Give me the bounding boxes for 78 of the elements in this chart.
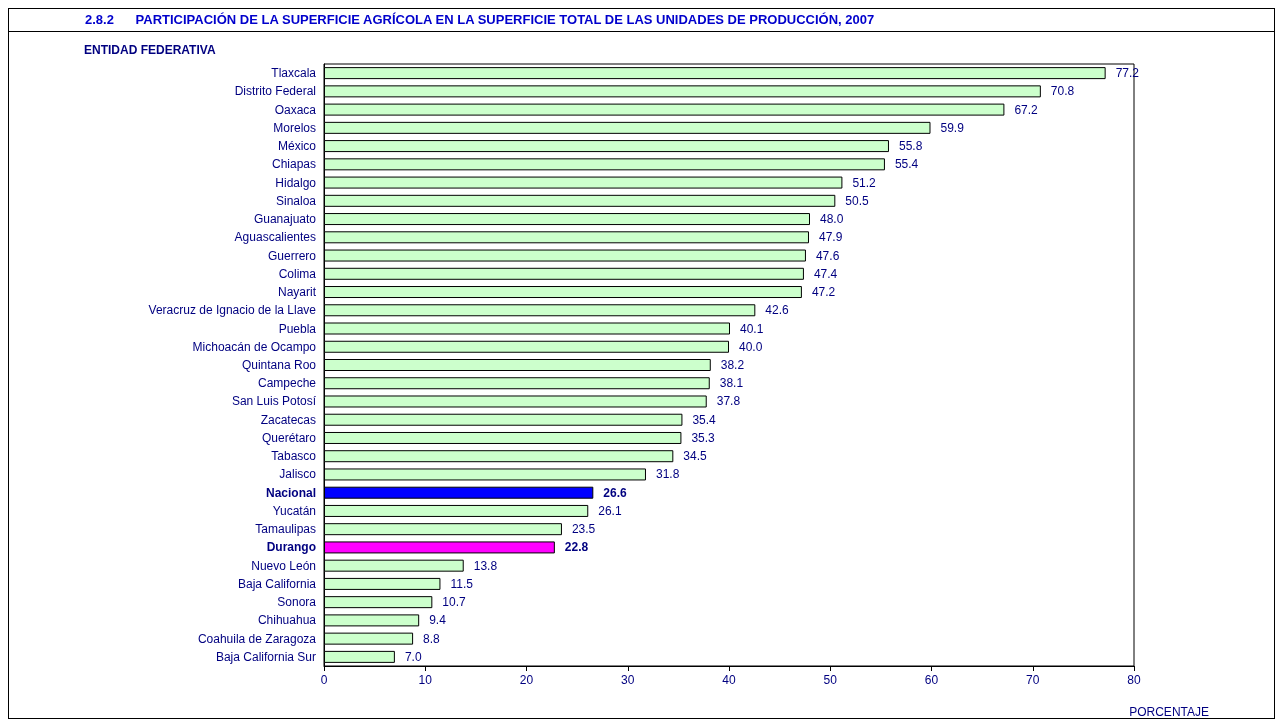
y-tick-label: Zacatecas <box>260 412 316 427</box>
data-label: 26.1 <box>598 503 622 518</box>
y-tick-label: Sinaloa <box>275 193 317 208</box>
y-tick-label: Jalisco <box>279 467 317 482</box>
data-label: 37.8 <box>716 394 741 409</box>
y-axis-title: ENTIDAD FEDERATIVA <box>84 43 216 57</box>
x-tick-label: 20 <box>519 673 534 687</box>
data-label: 13.8 <box>473 558 498 573</box>
data-label: 77.2 <box>1115 66 1140 81</box>
y-tick-label: Durango <box>266 540 316 555</box>
y-tick-label: Hidalgo <box>275 175 317 190</box>
data-label: 48.0 <box>820 212 844 227</box>
data-label: 7.0 <box>404 649 422 664</box>
y-tick-label: Nuevo León <box>251 558 316 573</box>
data-label: 8.8 <box>423 631 441 646</box>
data-label: 40.1 <box>740 321 764 336</box>
y-tick-label: Oaxaca <box>274 102 317 117</box>
data-label: 34.5 <box>683 449 707 464</box>
y-tick-label: México <box>277 139 317 154</box>
y-tick-label: Distrito Federal <box>234 84 316 99</box>
data-label: 23.5 <box>571 522 596 537</box>
data-label: 26.6 <box>603 485 628 500</box>
y-tick-label: Michoacán de Ocampo <box>192 339 317 354</box>
y-tick-label: Chiapas <box>271 157 316 172</box>
data-label: 40.0 <box>739 339 763 354</box>
y-tick-label: Coahuila de Zaragoza <box>197 631 317 646</box>
x-tick-label: 80 <box>1127 673 1141 687</box>
y-tick-label: Colima <box>278 266 317 281</box>
data-label: 31.8 <box>655 467 680 482</box>
y-tick-label: San Luis Potosí <box>231 394 317 409</box>
y-tick-label: Campeche <box>257 376 317 391</box>
y-tick-label: Tamaulipas <box>255 522 316 537</box>
x-tick-label: 60 <box>924 673 939 687</box>
data-label: 9.4 <box>429 613 447 628</box>
data-label: 38.2 <box>720 358 745 372</box>
data-label: 55.8 <box>898 139 923 154</box>
data-label: 50.5 <box>845 193 869 208</box>
data-label: 11.5 <box>450 576 474 591</box>
data-label: 51.2 <box>852 175 877 190</box>
x-tick-label: 0 <box>320 673 328 687</box>
data-label: 47.4 <box>813 266 838 281</box>
x-tick-label: 40 <box>722 673 736 687</box>
x-tick-label: 50 <box>823 673 838 687</box>
data-label: 22.8 <box>564 540 589 555</box>
x-axis-title: PORCENTAJE <box>1129 705 1209 719</box>
data-label: 67.2 <box>1014 102 1039 117</box>
data-label: 47.9 <box>818 230 843 245</box>
data-label: 47.2 <box>811 285 836 300</box>
y-tick-label: Tabasco <box>271 449 317 464</box>
data-label: 55.4 <box>894 157 919 172</box>
data-label: 10.7 <box>442 595 467 610</box>
y-tick-label: Nacional <box>265 485 316 500</box>
data-label: 47.6 <box>815 248 840 263</box>
y-tick-label: Baja California <box>237 576 317 591</box>
y-tick-label: Baja California Sur <box>215 649 316 664</box>
chart-title: 2.8.2 PARTICIPACIÓN DE LA SUPERFICIE AGRÍCOLA EN LA SUPERFICIE TOTAL DE LAS UNIDADES DE PRODUCCIÓN, 2007 <box>9 9 1274 32</box>
y-tick-label: Quintana Roo <box>241 358 317 372</box>
y-tick-label: Querétaro <box>261 430 317 445</box>
x-tick-label: 10 <box>418 673 433 687</box>
x-tick-label: 30 <box>621 673 635 687</box>
data-label: 70.8 <box>1050 84 1075 99</box>
data-label: 35.4 <box>692 412 717 427</box>
data-label: 59.9 <box>940 120 965 135</box>
data-label: 38.1 <box>719 376 744 391</box>
y-tick-label: Nayarit <box>277 285 317 300</box>
y-tick-label: Morelos <box>273 120 316 135</box>
y-tick-label: Yucatán <box>272 503 316 518</box>
y-tick-label: Aguascalientes <box>234 230 316 245</box>
y-tick-label: Chihuahua <box>257 613 317 628</box>
y-tick-label: Guerrero <box>267 248 317 263</box>
y-tick-label: Veracruz de Ignacio de la Llave <box>148 303 317 318</box>
y-tick-label: Guanajuato <box>253 212 317 227</box>
y-tick-label: Tlaxcala <box>271 66 317 81</box>
y-tick-label: Puebla <box>278 321 317 336</box>
data-label: 42.6 <box>765 303 790 318</box>
x-tick-label: 70 <box>1026 673 1040 687</box>
y-tick-label: Sonora <box>277 595 317 610</box>
data-label: 35.3 <box>691 430 716 445</box>
